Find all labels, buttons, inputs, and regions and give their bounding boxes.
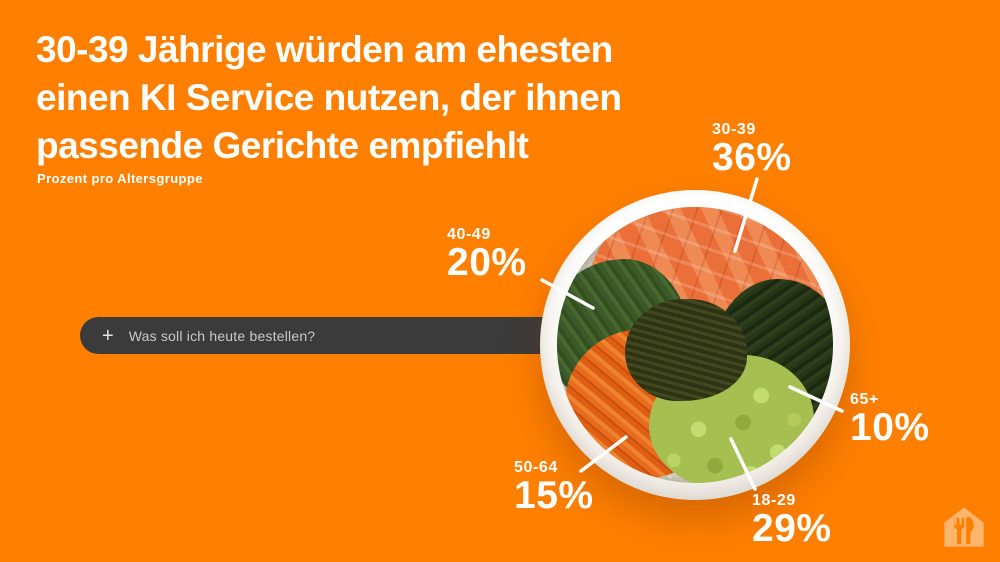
headline-line-1: 30-39 Jährige würden am ehesten: [36, 29, 613, 70]
bowl-contents: [557, 207, 833, 483]
search-placeholder: Was soll ich heute bestellen?: [128, 327, 316, 344]
callout-18-29: 18-29 29%: [752, 492, 832, 549]
callout-65plus: 65+ 10%: [850, 391, 930, 448]
age-group-label: 30-39: [712, 121, 756, 138]
page-title: 30-39 Jährige würden am ehesten einen KI…: [36, 26, 622, 170]
knife-cutout: [966, 516, 974, 545]
percent-value: 29%: [752, 507, 832, 550]
percent-value: 15%: [514, 474, 594, 517]
chart-subtitle: Prozent pro Altersgruppe: [37, 171, 203, 186]
age-group-label: 65+: [850, 391, 879, 408]
plus-icon: +: [102, 324, 114, 347]
callout-30-39: 30-39 36%: [712, 121, 792, 178]
percent-value: 36%: [712, 136, 792, 179]
age-group-label: 18-29: [752, 492, 796, 509]
lieferando-house-icon: [944, 507, 984, 547]
callout-50-64: 50-64 15%: [514, 459, 594, 516]
headline-line-3: passende Gerichte empfiehlt: [36, 125, 529, 166]
callout-40-49: 40-49 20%: [447, 226, 527, 283]
percent-value: 20%: [447, 241, 527, 284]
search-input[interactable]: + Was soll ich heute bestellen?: [80, 317, 560, 354]
headline-line-2: einen KI Service nutzen, der ihnen: [36, 77, 622, 118]
age-group-label: 50-64: [514, 459, 558, 476]
age-group-label: 40-49: [447, 226, 491, 243]
fork-cutout: [953, 517, 965, 545]
percent-value: 10%: [850, 406, 930, 449]
house-shape: [944, 507, 984, 547]
nori-region: [625, 299, 747, 401]
poke-bowl-image: [540, 190, 850, 500]
